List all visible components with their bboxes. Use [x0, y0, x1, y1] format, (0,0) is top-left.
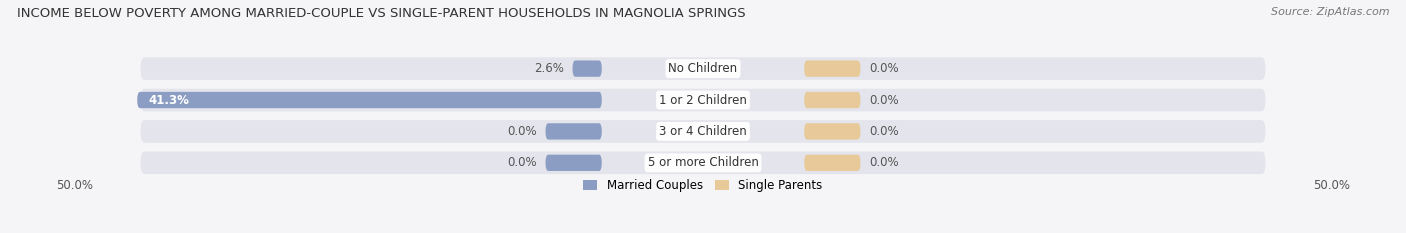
FancyBboxPatch shape — [141, 89, 1265, 111]
Text: 0.0%: 0.0% — [869, 125, 898, 138]
FancyBboxPatch shape — [804, 123, 860, 140]
FancyBboxPatch shape — [804, 92, 860, 108]
Text: 41.3%: 41.3% — [149, 93, 190, 106]
Legend: Married Couples, Single Parents: Married Couples, Single Parents — [579, 175, 827, 197]
FancyBboxPatch shape — [546, 123, 602, 140]
Text: Source: ZipAtlas.com: Source: ZipAtlas.com — [1271, 7, 1389, 17]
FancyBboxPatch shape — [141, 151, 1265, 174]
Text: 3 or 4 Children: 3 or 4 Children — [659, 125, 747, 138]
Text: 0.0%: 0.0% — [869, 62, 898, 75]
Text: 0.0%: 0.0% — [869, 156, 898, 169]
Text: 1 or 2 Children: 1 or 2 Children — [659, 93, 747, 106]
FancyBboxPatch shape — [546, 155, 602, 171]
Text: INCOME BELOW POVERTY AMONG MARRIED-COUPLE VS SINGLE-PARENT HOUSEHOLDS IN MAGNOLI: INCOME BELOW POVERTY AMONG MARRIED-COUPL… — [17, 7, 745, 20]
Text: 50.0%: 50.0% — [1313, 179, 1350, 192]
Text: 5 or more Children: 5 or more Children — [648, 156, 758, 169]
FancyBboxPatch shape — [804, 155, 860, 171]
Text: 0.0%: 0.0% — [869, 93, 898, 106]
Text: 2.6%: 2.6% — [534, 62, 564, 75]
FancyBboxPatch shape — [141, 120, 1265, 143]
Text: 0.0%: 0.0% — [508, 156, 537, 169]
Text: No Children: No Children — [668, 62, 738, 75]
Text: 0.0%: 0.0% — [508, 125, 537, 138]
Text: 50.0%: 50.0% — [56, 179, 93, 192]
FancyBboxPatch shape — [572, 60, 602, 77]
FancyBboxPatch shape — [138, 92, 602, 108]
FancyBboxPatch shape — [804, 60, 860, 77]
FancyBboxPatch shape — [141, 57, 1265, 80]
